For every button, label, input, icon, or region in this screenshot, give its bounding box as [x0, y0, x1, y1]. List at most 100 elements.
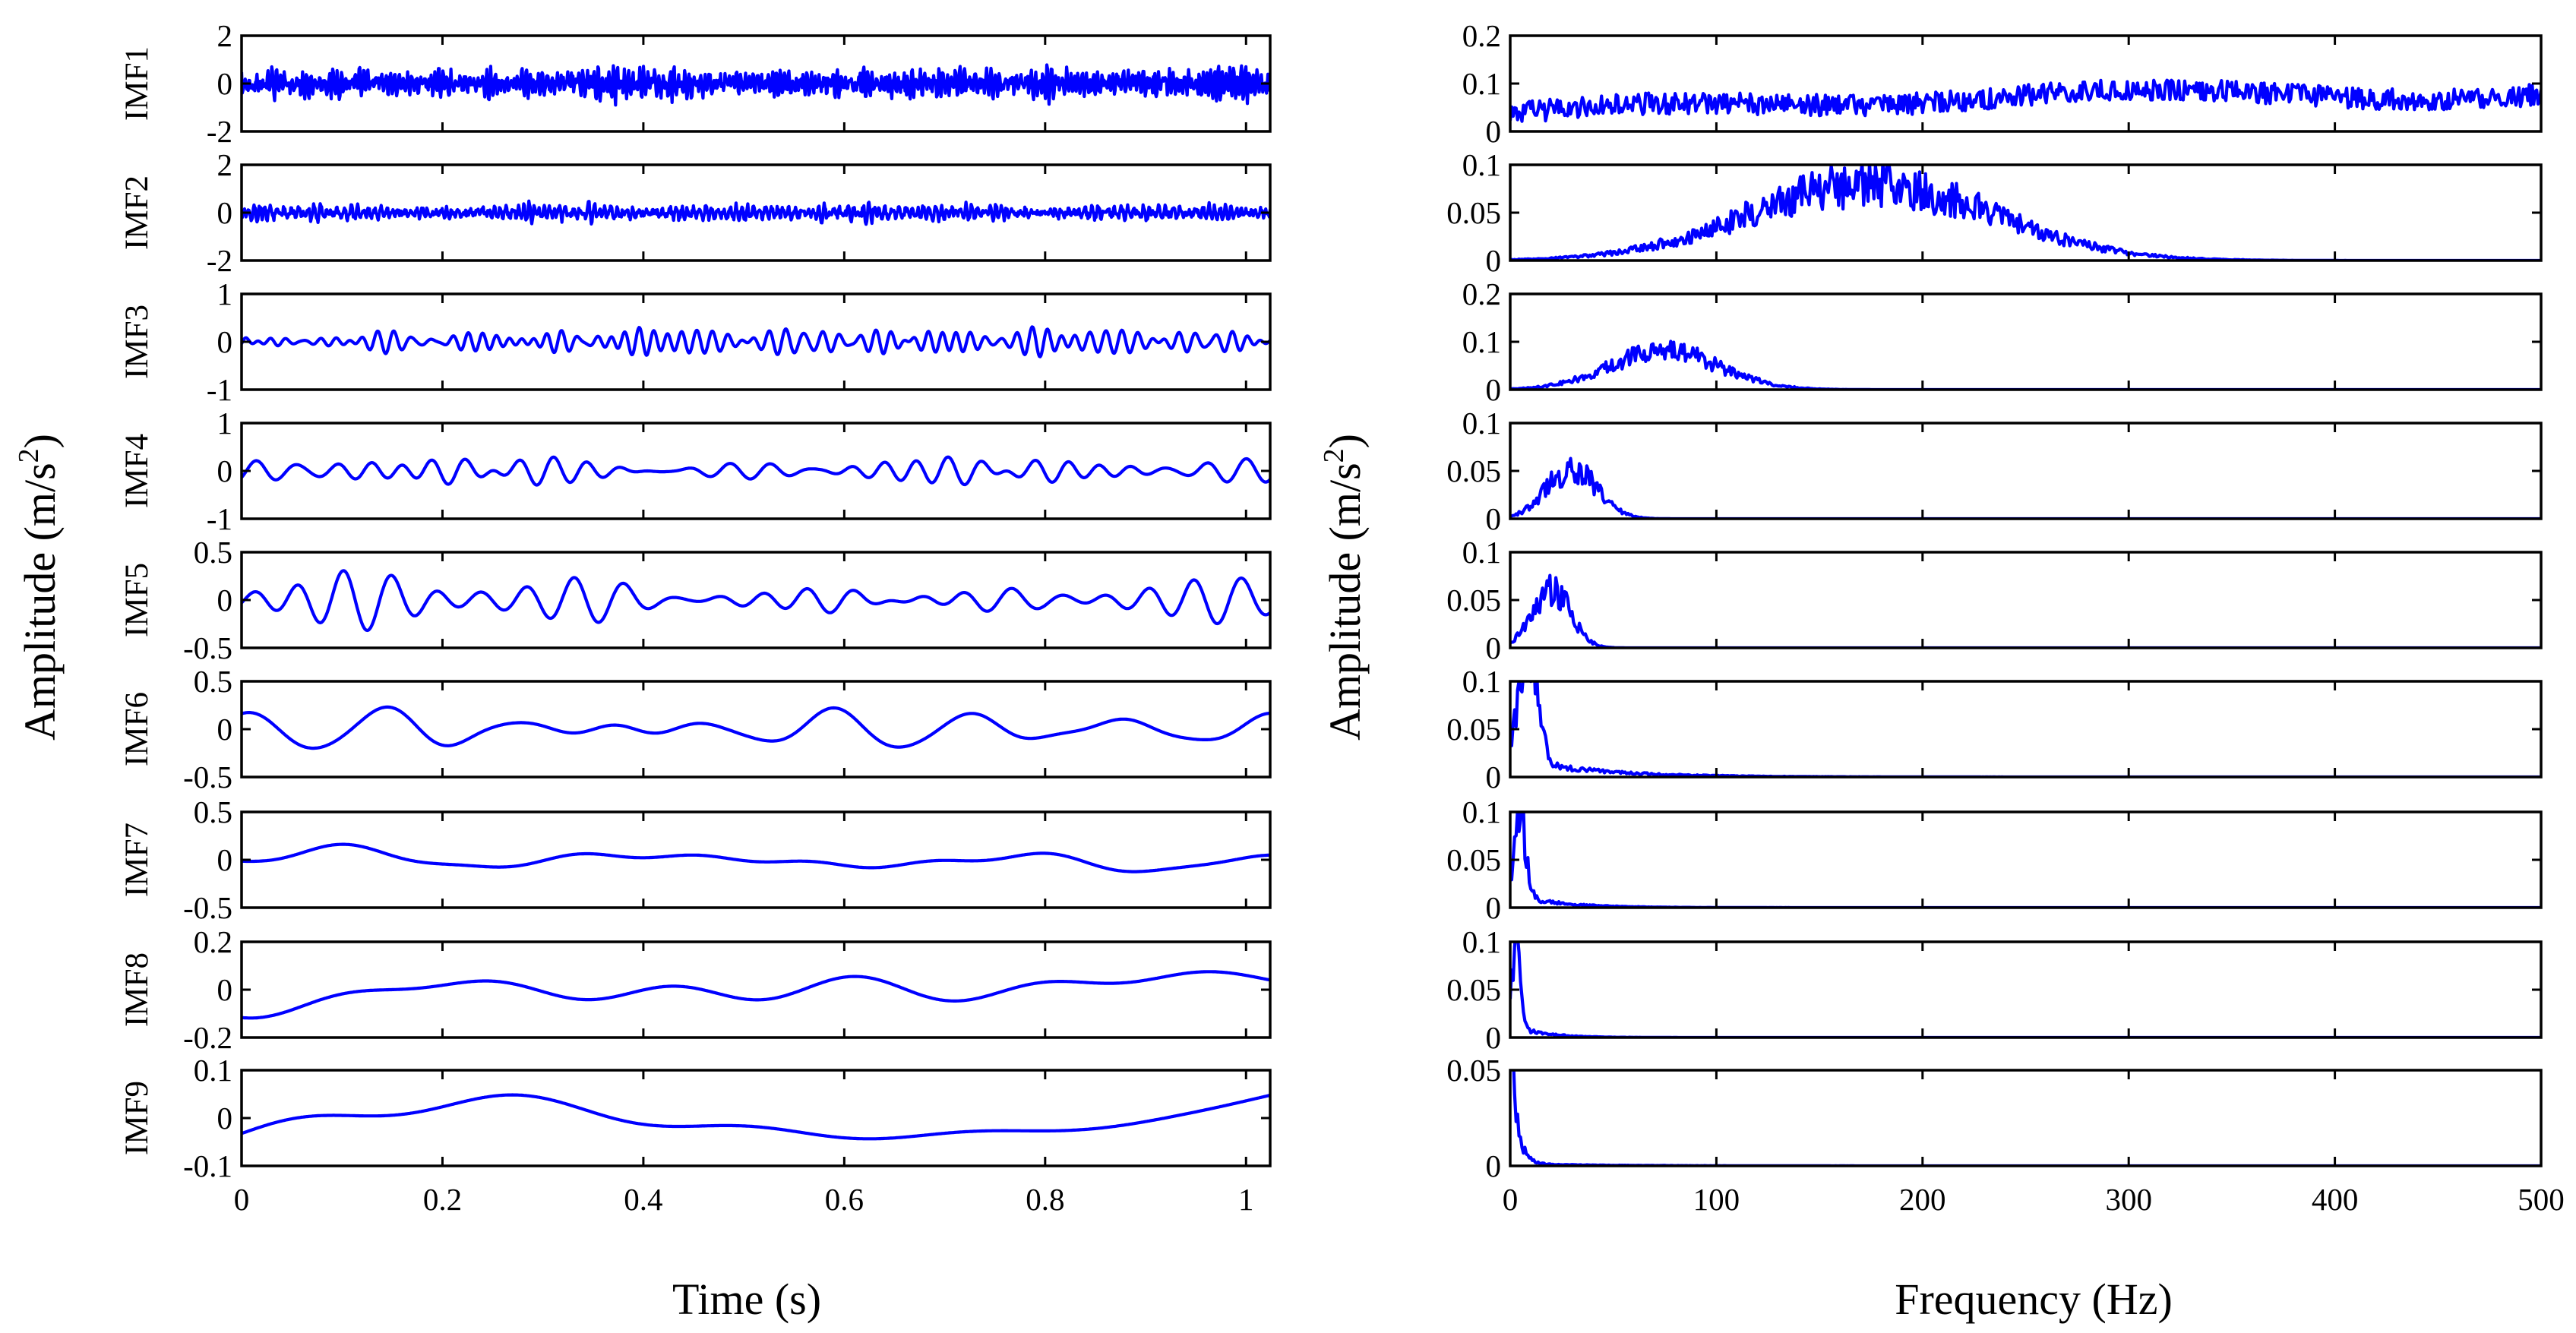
freq-xtick-label: 400 [2312, 1182, 2359, 1217]
freq-axes-frame-imf3 [1509, 292, 2543, 391]
freq-xtick-label: 100 [1693, 1182, 1740, 1217]
time-ytick-label: 0 [217, 453, 233, 488]
time-ytick-label: -2 [207, 243, 232, 278]
freq-ytick-label: 0 [1486, 501, 1502, 536]
time-series-line-imf3 [242, 325, 1270, 359]
time-ytick-label: 0 [217, 195, 233, 230]
freq-ytick-label: 0.1 [1462, 535, 1501, 570]
freq-ytick-label: 0.05 [1446, 842, 1501, 877]
time-panel-imf3: 1 0 -1 IMF3 [119, 276, 1272, 407]
time-panel-imf4: 1 0 -1 IMF4 [119, 406, 1272, 536]
freq-panel-imf7: 0.1 0.05 0 [1446, 794, 2543, 925]
time-xtick-label: 1 [1238, 1182, 1254, 1217]
freq-axes-frame-imf6 [1509, 680, 2543, 779]
freq-ytick-label: 0.1 [1462, 324, 1501, 359]
time-ytick-label: 0.5 [194, 664, 232, 699]
time-axes-frame-imf9 [240, 1069, 1272, 1167]
time-ytick-label: 0 [217, 712, 233, 747]
freq-series-line-imf6 [1510, 681, 2541, 777]
time-xtick-label: 0.6 [825, 1182, 864, 1217]
time-ytick-label: 1 [217, 406, 233, 441]
freq-panel-imf9: 0.05 00 100 200 300 400 500 [1446, 1053, 2565, 1217]
imf-label-imf8: IMF8 [119, 952, 155, 1027]
freq-ytick-label: 0.05 [1446, 1053, 1501, 1088]
time-panel-imf8: 0.2 0 -0.2 IMF8 [119, 924, 1272, 1055]
time-panel-imf6: 0.5 0 -0.5 IMF6 [119, 664, 1272, 794]
time-y-axis-label-superscript: 2 [13, 448, 45, 463]
time-ytick-label: -1 [207, 501, 232, 536]
time-ytick-label: 0.1 [194, 1053, 232, 1088]
time-xtick-label: 0.4 [624, 1182, 662, 1217]
freq-xtick-label: 300 [2105, 1182, 2152, 1217]
freq-series-line-imf5 [1510, 573, 2541, 648]
imf-label-imf5: IMF5 [119, 563, 155, 637]
time-panel-imf2: 2 0 -2 IMF2 [119, 147, 1272, 278]
time-ytick-label: 0 [217, 324, 233, 359]
imf-label-imf9: IMF9 [119, 1081, 155, 1155]
frequency-domain-panel-group: 0.20.100.10.0500.20.100.10.0500.10.0500.… [1446, 18, 2565, 1217]
time-ytick-label: 0 [217, 66, 233, 101]
freq-panel-imf2: 0.1 0.05 0 [1446, 147, 2543, 278]
freq-ytick-label: 0 [1486, 890, 1502, 925]
time-series-line-imf7 [242, 842, 1270, 873]
imf-label-imf1: IMF1 [119, 46, 155, 121]
freq-series-line-imf8 [1510, 942, 2541, 1038]
time-ytick-label: -0.5 [183, 890, 232, 925]
freq-panel-imf5: 0.1 0.05 0 [1446, 535, 2543, 665]
frequency-y-axis-label: Amplitude (m/s2) [1318, 434, 1370, 741]
time-series-line-imf5 [242, 569, 1270, 633]
time-series-line-imf9 [242, 1093, 1270, 1141]
freq-xtick-label: 200 [1899, 1182, 1946, 1217]
freq-panel-imf6: 0.1 0.05 0 [1446, 664, 2543, 794]
time-ytick-label: 2 [217, 18, 233, 53]
imf-label-imf6: IMF6 [119, 692, 155, 766]
freq-xtick-label: 0 [1503, 1182, 1519, 1217]
freq-ytick-label: 0.05 [1446, 583, 1501, 618]
freq-ytick-label: 0 [1486, 114, 1502, 149]
time-ytick-label: -1 [207, 372, 232, 407]
freq-panel-imf4: 0.1 0.05 0 [1446, 406, 2543, 536]
freq-series-line-imf4 [1510, 456, 2541, 519]
freq-ytick-label: 0.1 [1462, 794, 1501, 829]
time-y-axis-label: Amplitude (m/s2) [13, 434, 65, 741]
time-y-axis-label-close: ) [15, 434, 65, 448]
freq-series-line-imf3 [1510, 340, 2541, 390]
freq-ytick-label: 0 [1486, 1020, 1502, 1055]
time-axes-frame-imf7 [240, 810, 1272, 909]
time-ytick-label: -0.1 [183, 1148, 232, 1183]
frequency-y-axis-label-superscript: 2 [1318, 448, 1350, 463]
freq-series-line-imf9 [1512, 1070, 2541, 1166]
time-panel-imf1: 2 0 -2 IMF1 [119, 18, 1272, 149]
frequency-y-axis-label-main: Amplitude (m/s [1320, 463, 1370, 741]
freq-ytick-label: 0.1 [1462, 924, 1501, 959]
freq-ytick-label: 0 [1486, 1148, 1502, 1183]
time-xtick-label: 0 [234, 1182, 250, 1217]
freq-ytick-label: 0.1 [1462, 406, 1501, 441]
time-ytick-label: 2 [217, 147, 233, 182]
time-ytick-label: -0.2 [183, 1020, 232, 1055]
time-y-axis-label-main: Amplitude (m/s [15, 463, 65, 741]
freq-ytick-label: 0.1 [1462, 66, 1501, 101]
freq-ytick-label: 0.05 [1446, 712, 1501, 747]
time-series-line-imf6 [242, 705, 1270, 750]
freq-ytick-label: 0.05 [1446, 972, 1501, 1007]
freq-axes-frame-imf4 [1509, 422, 2543, 520]
imf-label-imf2: IMF2 [119, 175, 155, 250]
time-xtick-label: 0.8 [1026, 1182, 1064, 1217]
time-axes-frame-imf6 [240, 680, 1272, 779]
time-series-line-imf8 [242, 970, 1270, 1020]
freq-axes-frame-imf5 [1509, 551, 2543, 649]
time-ytick-label: 1 [217, 276, 233, 311]
time-domain-panel-group: 2 0 -2 IMF1 2 0 -2 IMF2 1 0 -1 IMF3 1 0 -1 IMF4 0.5 0 -0.5… [119, 18, 1272, 1217]
freq-series-line-imf7 [1510, 812, 2541, 908]
freq-axes-frame-imf9 [1509, 1069, 2543, 1167]
imf-label-imf3: IMF3 [119, 305, 155, 379]
time-series-line-imf1 [242, 63, 1270, 107]
freq-ytick-label: 0 [1486, 630, 1502, 665]
freq-ytick-label: 0.2 [1462, 276, 1501, 311]
freq-ytick-label: 0.05 [1446, 453, 1501, 488]
freq-series-line-imf1 [1510, 78, 2541, 123]
freq-axes-frame-imf7 [1509, 810, 2543, 909]
freq-xtick-label: 500 [2518, 1182, 2565, 1217]
